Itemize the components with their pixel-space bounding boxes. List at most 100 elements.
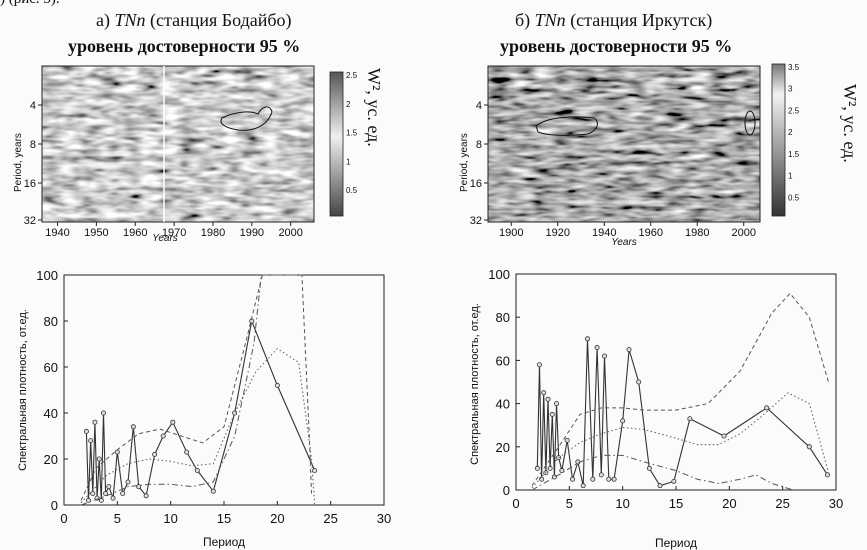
heatmap-a-xtick-label: 1940	[45, 227, 69, 239]
lineplot-b-series-dashed	[531, 292, 829, 486]
lineplot-a-data-point	[96, 456, 102, 462]
corner-text: ) (рис. 5).	[0, 0, 60, 8]
heatmap-a	[41, 65, 315, 223]
lineplot-a-xtick-label: 25	[323, 511, 337, 526]
heatmap-b-xtick-label: 1980	[685, 227, 709, 239]
heatmap-a-xtick-label: 1980	[201, 227, 225, 239]
lineplot-b-xtick-label: 30	[829, 496, 843, 511]
heatmap-b-xlabel: Years	[611, 237, 637, 248]
lineplot-b-data-point	[551, 474, 557, 480]
lineplot-a-xtick-label: 30	[377, 511, 391, 526]
lineplot-a-data-point	[274, 382, 280, 388]
lineplot-b-xtick-label: 10	[615, 496, 629, 511]
heatmap-b-xtick-label: 1900	[499, 227, 523, 239]
lineplot-a-data-point	[232, 410, 238, 416]
lineplot-b-data-point	[534, 465, 540, 471]
heatmap-b-xtick-label: 2000	[731, 227, 755, 239]
heatmap-b-ytick-label: 16	[470, 178, 482, 190]
lineplot-b-xtick-label: 5	[566, 496, 573, 511]
heatmap-b-ytick-label: 32	[470, 215, 482, 227]
lineplot-b-data-point	[539, 476, 545, 482]
lineplot-a-ylabel: Спектральная плотность, от.ед.	[17, 309, 29, 471]
lineplot-b-data-point	[547, 465, 553, 471]
lineplot-b-data-point	[564, 437, 570, 443]
colorbar-b-label: W², ус. ед.	[840, 84, 860, 163]
lineplot-a-data-point	[143, 493, 149, 499]
lineplot-b-data-point	[559, 468, 565, 474]
colorbar-b-tick-label: 3.5	[788, 63, 800, 72]
lineplot-a-data-point	[83, 428, 89, 434]
lineplot-a-xtick-label: 20	[270, 511, 284, 526]
heatmap-a-ytick-label: 8	[30, 139, 36, 151]
lineplot-a-data-point	[194, 467, 200, 473]
lineplot-a-data-point	[130, 424, 136, 430]
colorbar-b-tick-label: 0.5	[788, 193, 800, 202]
lineplot-b-ytick-label: 100	[488, 267, 510, 282]
lineplot-a-xtick-label: 15	[217, 511, 231, 526]
colorbar-a	[329, 71, 344, 217]
lineplot-a-xtick-label: 5	[114, 511, 121, 526]
colorbar-a-tick-label: 2.5	[346, 71, 358, 80]
lineplot-b-ytick-label: 20	[496, 440, 510, 455]
lineplot-b-data-point	[824, 472, 830, 478]
colorbar-a-tick-label: 0.5	[346, 186, 358, 195]
title-b-prefix: б)	[515, 10, 535, 30]
lineplot-a-data-point	[210, 488, 216, 494]
colorbar-b-tick-label: 3	[788, 85, 793, 94]
lineplot-a-data-point	[88, 438, 94, 444]
heatmap-b-significance-contour-2	[744, 110, 756, 136]
colorbar-a-tick-label: 1.5	[346, 129, 358, 138]
title-a-prefix: а)	[96, 10, 115, 30]
title-a-rest: (станция Бодайбо)	[145, 10, 292, 30]
lineplot-a-ytick-label: 100	[36, 268, 58, 283]
colorbar-a-label-group: W², ус. ед.	[364, 68, 384, 147]
lineplot-a-data-point	[92, 419, 98, 425]
subtitle-a: уровень достоверности 95 %	[68, 36, 301, 56]
lineplot-a-data-point	[184, 449, 190, 455]
lineplot-b-data-point	[611, 476, 617, 482]
lineplot-a-data-point	[110, 495, 116, 501]
heatmap-a-ylabel: Period, years	[13, 133, 24, 192]
lineplot-b-data-point	[620, 418, 626, 424]
title-b-rest: (станция Иркутск)	[565, 10, 713, 30]
lineplot-b-data-point	[657, 483, 663, 489]
lineplot-b-ytick-label: 80	[496, 310, 510, 325]
colorbar-b-label-group: W², ус. ед.	[840, 84, 860, 163]
colorbar-b-tick-label: 2.5	[788, 106, 800, 115]
lineplot-b-xtick-label: 0	[512, 496, 519, 511]
lineplot-b-data-point	[580, 483, 586, 489]
title-a-var: TNn	[114, 10, 146, 30]
lineplot-b-ytick-label: 40	[496, 397, 510, 412]
heatmap-a-field	[42, 66, 314, 222]
lineplot-b-data-point	[636, 379, 642, 385]
heatmap-a-ytick-label: 16	[24, 178, 36, 190]
heatmap-b	[487, 65, 761, 223]
heatmap-a-xlabel: Years	[152, 233, 178, 244]
lineplot-a-ytick-label: 20	[44, 452, 58, 467]
lineplot-b-data-point	[671, 478, 677, 484]
title-b: б) TNn (станция Иркутск)	[515, 10, 712, 31]
heatmap-a-ytick-label: 32	[24, 215, 36, 227]
lineplot-b-data-point	[554, 401, 560, 407]
lineplot-b-data-point	[602, 353, 608, 359]
lineplot-b-xtick-label: 20	[722, 496, 736, 511]
lineplot-a-data-point	[312, 467, 318, 473]
heatmap-b-field	[488, 66, 760, 222]
heatmap-a-xtick-label: 2000	[278, 227, 302, 239]
lineplot-b-data-point	[594, 344, 600, 350]
heatmap-a-ytick-label: 4	[30, 100, 36, 112]
lineplot-b-xtick-label: 15	[669, 496, 683, 511]
lineplot-b-data-point	[598, 472, 604, 478]
heatmap-b-xtick-label: 1960	[638, 227, 662, 239]
lineplot-b-data-point	[806, 444, 812, 450]
lineplot-a-ytick-label: 80	[44, 314, 58, 329]
heatmap-b-ylabel: Period, years	[459, 133, 470, 192]
colorbar-b-tick-label: 2	[788, 128, 793, 137]
lineplot-b-data-point	[721, 433, 727, 439]
heatmap-b-ytick-label: 4	[476, 100, 482, 112]
lineplot-a-series-dashed	[80, 274, 312, 501]
heatmap-a-xtick-label: 1960	[123, 227, 147, 239]
lineplot-b-ytick-label: 60	[496, 353, 510, 368]
